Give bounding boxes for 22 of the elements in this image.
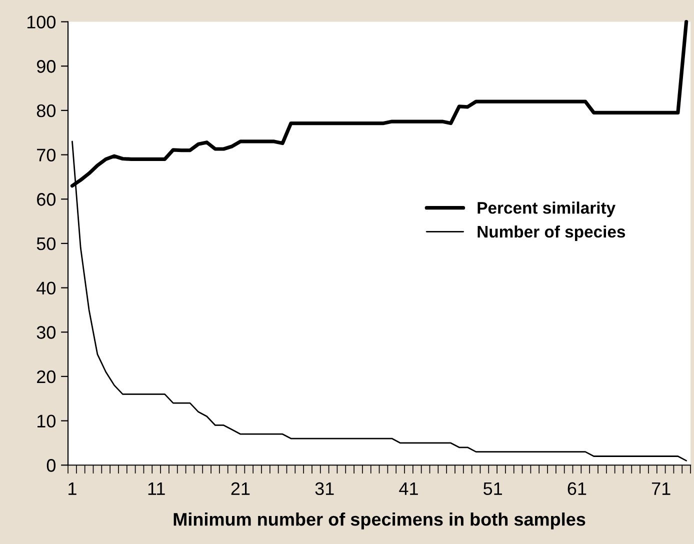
x-axis-title: Minimum number of specimens in both samples	[174, 512, 586, 530]
y-tick-label: 40	[36, 282, 56, 294]
legend-label: Number of species	[478, 225, 626, 241]
y-tick-label: 50	[36, 237, 56, 250]
y-tick-label: 60	[37, 193, 56, 206]
x-tick-label: 31	[315, 482, 334, 496]
y-tick-label: 20	[37, 370, 56, 384]
y-tick-label: 70	[37, 148, 56, 162]
y-tick-label: 100	[27, 16, 56, 28]
x-tick-label: 11	[148, 482, 165, 495]
y-tick-label: 80	[36, 104, 56, 118]
x-tick-label: 61	[568, 482, 586, 496]
y-tick-label: 10	[38, 414, 56, 428]
y-tick-label: 0	[46, 459, 56, 472]
x-tick-label: 71	[652, 482, 670, 495]
x-tick-label: 1	[68, 482, 76, 495]
y-tick-label: 30	[36, 326, 56, 339]
x-tick-label: 41	[399, 482, 418, 495]
legend-label: Percent similarity	[478, 202, 616, 218]
x-tick-label: 21	[231, 482, 250, 495]
y-tick-label: 90	[36, 60, 56, 73]
x-tick-label: 51	[484, 482, 502, 496]
